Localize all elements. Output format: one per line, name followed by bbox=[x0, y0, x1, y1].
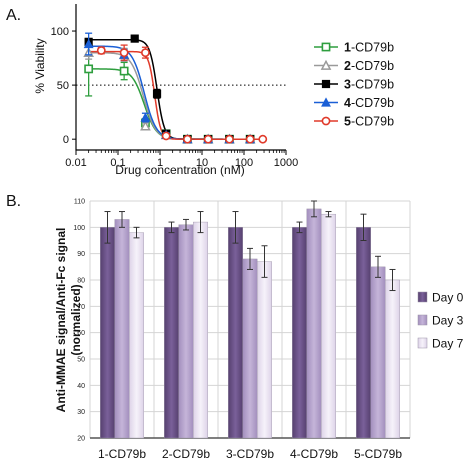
point-series-5 bbox=[161, 131, 171, 141]
point-series-4 bbox=[140, 112, 151, 122]
bar-day-3-cat-4 bbox=[306, 208, 322, 439]
bar-day-7-cat-1 bbox=[129, 232, 144, 439]
panel-b-ytick-label: 80 bbox=[77, 278, 85, 285]
point-series-1 bbox=[119, 66, 129, 76]
panel-a-plot: 0 50 100 0.01 0.1 1 10 100 1000 bbox=[51, 4, 298, 169]
panel-b-category-label-2: 2-CD79b bbox=[162, 447, 210, 461]
point-series-3 bbox=[130, 34, 139, 43]
legend-label-series-3: 3-CD79b bbox=[344, 78, 394, 92]
panel-b-label: B. bbox=[6, 193, 21, 210]
panel-a-ytick-label: 0 bbox=[63, 134, 69, 146]
panel-a-xtick-label: 0.01 bbox=[65, 157, 86, 169]
panel-b-legend: Day 0 Day 3 Day 7 bbox=[417, 291, 464, 351]
legend-swatch-day-3 bbox=[417, 314, 428, 326]
curve-series-5 bbox=[86, 50, 265, 140]
panel-a-xtick-label: 10 bbox=[196, 157, 208, 169]
panel-b-ytick-label: 100 bbox=[73, 225, 85, 232]
bar-day-3-cat-2 bbox=[178, 224, 194, 439]
panel-a-ytick-label: 100 bbox=[51, 26, 69, 38]
legend-label-series-1: 1-CD79b bbox=[344, 41, 394, 55]
point-series-5 bbox=[245, 134, 255, 144]
bar-day-3-cat-1 bbox=[114, 219, 130, 439]
legend-label-rest-3: -CD79b bbox=[351, 78, 394, 92]
legend-label-rest-4: -CD79b bbox=[351, 96, 394, 110]
point-series-5 bbox=[183, 134, 192, 144]
panel-b-ytick-label: 110 bbox=[74, 199, 85, 206]
bar-day-3-cat-5 bbox=[370, 266, 386, 439]
bar-day-0-cat-3 bbox=[228, 227, 243, 439]
point-series-1 bbox=[84, 64, 94, 74]
panel-b-category-label-1: 1-CD79b bbox=[98, 447, 146, 461]
curve-series-4 bbox=[86, 45, 265, 140]
bar-day-7-cat-2 bbox=[193, 221, 208, 439]
panel-b-ytick-label: 70 bbox=[77, 304, 85, 311]
panel-a-xtick-label: 1000 bbox=[274, 157, 298, 169]
panel-b-ytick-label: 20 bbox=[77, 436, 85, 443]
panel-a-ylabel: % Viability bbox=[33, 38, 47, 93]
legend-label-series-2: 2-CD79b bbox=[344, 59, 394, 73]
legend-label-series-5: 5-CD79b bbox=[344, 115, 394, 129]
legend-marker-series-1 bbox=[321, 42, 331, 52]
bar-day-7-cat-3 bbox=[257, 261, 272, 439]
legend-label-bold-5: 5 bbox=[344, 115, 351, 129]
panel-b-ytick-label: 60 bbox=[77, 330, 85, 337]
point-series-3 bbox=[152, 89, 162, 98]
legend-label-bold-4: 4 bbox=[344, 96, 351, 110]
panel-a-xtick-label: 0.1 bbox=[110, 157, 125, 169]
point-series-5 bbox=[203, 134, 213, 144]
bar-day-7-cat-5 bbox=[385, 279, 400, 439]
bar-day-7-cat-4 bbox=[321, 213, 336, 439]
panel-a-label: A. bbox=[6, 7, 21, 24]
point-series-5 bbox=[258, 134, 268, 144]
bar-day-0-cat-1 bbox=[100, 227, 115, 439]
curve-series-3 bbox=[86, 38, 265, 140]
legend-label-rest-1: -CD79b bbox=[351, 41, 394, 55]
panel-a-ytick-label: 50 bbox=[57, 80, 69, 92]
legend-label-bold-1: 1 bbox=[344, 41, 351, 55]
panel-b-ytick-label: 30 bbox=[77, 409, 85, 416]
legend-swatch-day-0 bbox=[417, 291, 428, 303]
panel-a-axes bbox=[75, 4, 286, 151]
bar-day-0-cat-5 bbox=[356, 227, 371, 439]
point-series-2 bbox=[140, 120, 151, 131]
panel-b-category-label-3: 3-CD79b bbox=[226, 447, 274, 461]
legend-label-series-4: 4-CD79b bbox=[344, 96, 394, 110]
legend-marker-series-4 bbox=[321, 97, 331, 107]
legend-label-day-7: Day 7 bbox=[432, 337, 464, 351]
point-series-4 bbox=[83, 38, 94, 49]
bar-day-0-cat-2 bbox=[164, 227, 179, 439]
curve-series-2 bbox=[86, 51, 265, 140]
legend-marker-series-5 bbox=[321, 116, 331, 126]
panel-b-category-label-4: 4-CD79b bbox=[290, 447, 338, 461]
panel-b-ylabel-line2: (normalized) bbox=[69, 284, 83, 355]
bar-day-3-cat-3 bbox=[242, 258, 258, 439]
bar-day-0-cat-4 bbox=[292, 227, 307, 439]
panel-b-category-label-5: 5-CD79b bbox=[354, 447, 402, 461]
panel-b-ylabel-line1: Anti-MMAE signal/Anti-Fc signal bbox=[54, 228, 68, 413]
panel-a-xtick-label: 1 bbox=[157, 157, 163, 169]
panel-b-ytick-label: 90 bbox=[77, 251, 85, 258]
legend-label-day-0: Day 0 bbox=[432, 291, 464, 305]
panel-a-xlabel: Drug concentration (nM) bbox=[115, 163, 244, 177]
legend-marker-series-3 bbox=[321, 79, 331, 89]
legend-label-day-3: Day 3 bbox=[432, 314, 464, 328]
legend-marker-series-2 bbox=[320, 59, 332, 70]
panel-b-ytick-label: 40 bbox=[77, 383, 85, 390]
legend-label-rest-5: -CD79b bbox=[351, 115, 394, 129]
legend-label-bold-3: 3 bbox=[344, 78, 351, 92]
panel-a-xtick-label: 100 bbox=[235, 157, 253, 169]
point-series-5 bbox=[96, 46, 106, 55]
panel-b-plot: 20 30 40 50 60 70 80 90 100 110 1-CD79b 2-CD79b 3-CD… bbox=[73, 199, 411, 461]
point-series-5 bbox=[141, 48, 150, 58]
curve-series-1 bbox=[86, 68, 265, 140]
legend-label-rest-2: -CD79b bbox=[351, 59, 394, 73]
point-series-5 bbox=[225, 134, 234, 144]
point-series-5 bbox=[119, 48, 129, 58]
legend-label-bold-2: 2 bbox=[344, 59, 351, 73]
legend-swatch-day-7 bbox=[417, 337, 428, 349]
panel-b-ytick-label: 50 bbox=[77, 357, 85, 364]
